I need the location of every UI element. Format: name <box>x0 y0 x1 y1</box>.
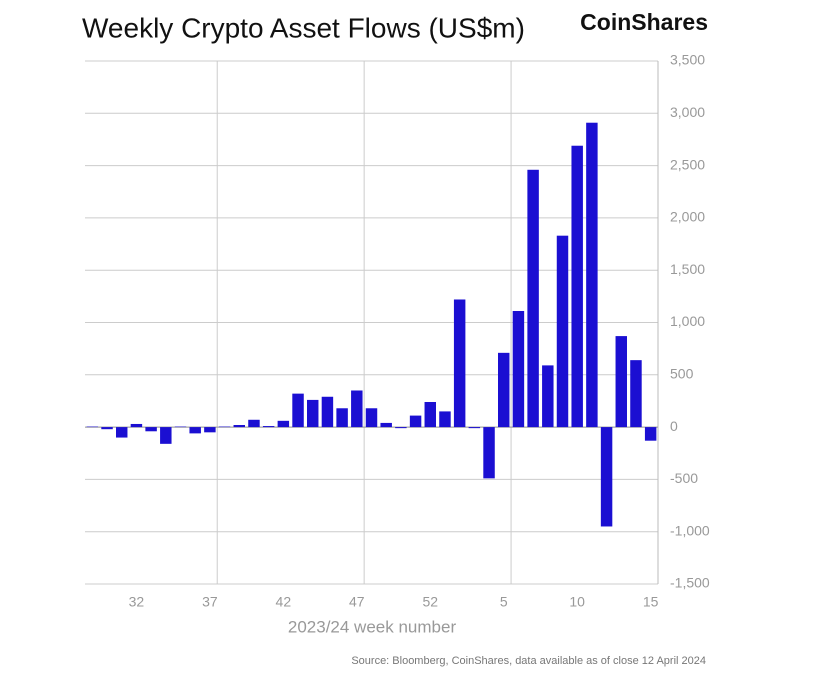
bar <box>262 426 275 428</box>
bar <box>189 427 201 434</box>
x-tick-label: 37 <box>202 594 218 610</box>
bar <box>409 415 422 428</box>
bar <box>321 396 334 428</box>
bar <box>351 390 363 428</box>
bar <box>101 427 113 430</box>
bar <box>586 122 598 428</box>
y-tick-label: 1,000 <box>670 313 705 329</box>
bar <box>395 427 407 429</box>
bar <box>204 427 216 433</box>
y-tick-label: -1,500 <box>670 575 710 591</box>
bar <box>380 422 392 428</box>
brand: CoinShares <box>580 9 708 35</box>
y-tick-label: 1,500 <box>670 261 705 277</box>
bar <box>527 169 539 428</box>
y-tick-label: -1,000 <box>670 522 710 538</box>
bar <box>248 419 260 428</box>
bar <box>542 365 554 428</box>
bar <box>439 411 451 428</box>
bar <box>556 235 569 428</box>
bar <box>130 423 143 428</box>
y-tick-label: 3,000 <box>670 104 705 120</box>
bar <box>336 408 348 428</box>
x-tick-label: 42 <box>276 594 292 610</box>
x-tick-label: 32 <box>129 594 145 610</box>
bar <box>498 352 510 428</box>
x-tick-label: 5 <box>500 594 508 610</box>
y-tick-label: 2,500 <box>670 156 705 172</box>
bar <box>630 360 642 428</box>
bar <box>365 408 378 428</box>
chart-title: Weekly Crypto Asset Flows (US$m) <box>82 12 525 43</box>
y-tick-label: 500 <box>670 366 694 382</box>
x-tick-label: 15 <box>643 594 659 610</box>
bar <box>145 427 157 432</box>
x-tick-label: 52 <box>422 594 438 610</box>
bar <box>483 427 495 479</box>
bar <box>233 425 245 428</box>
bar <box>174 426 187 428</box>
bar <box>453 299 466 428</box>
x-tick-label: 10 <box>569 594 585 610</box>
bar <box>160 427 172 444</box>
bar <box>424 401 436 428</box>
x-tick-label: 47 <box>349 594 365 610</box>
bar <box>86 426 99 428</box>
x-axis-label: 2023/24 week number <box>288 617 457 636</box>
y-tick-label: 3,500 <box>670 52 705 68</box>
bar <box>615 336 627 428</box>
bar <box>512 310 525 428</box>
y-tick-label: 0 <box>670 418 678 434</box>
bar <box>307 399 319 428</box>
y-tick-label: 2,000 <box>670 209 705 225</box>
bar <box>468 427 481 429</box>
y-tick-label: -500 <box>670 470 698 486</box>
bar <box>218 426 231 428</box>
bar <box>644 427 657 441</box>
bar <box>600 427 613 527</box>
source: Source: Bloomberg, CoinShares, data avai… <box>351 655 706 667</box>
bar <box>292 393 304 428</box>
bar <box>571 145 583 428</box>
bar <box>277 420 290 428</box>
bar <box>116 427 128 438</box>
